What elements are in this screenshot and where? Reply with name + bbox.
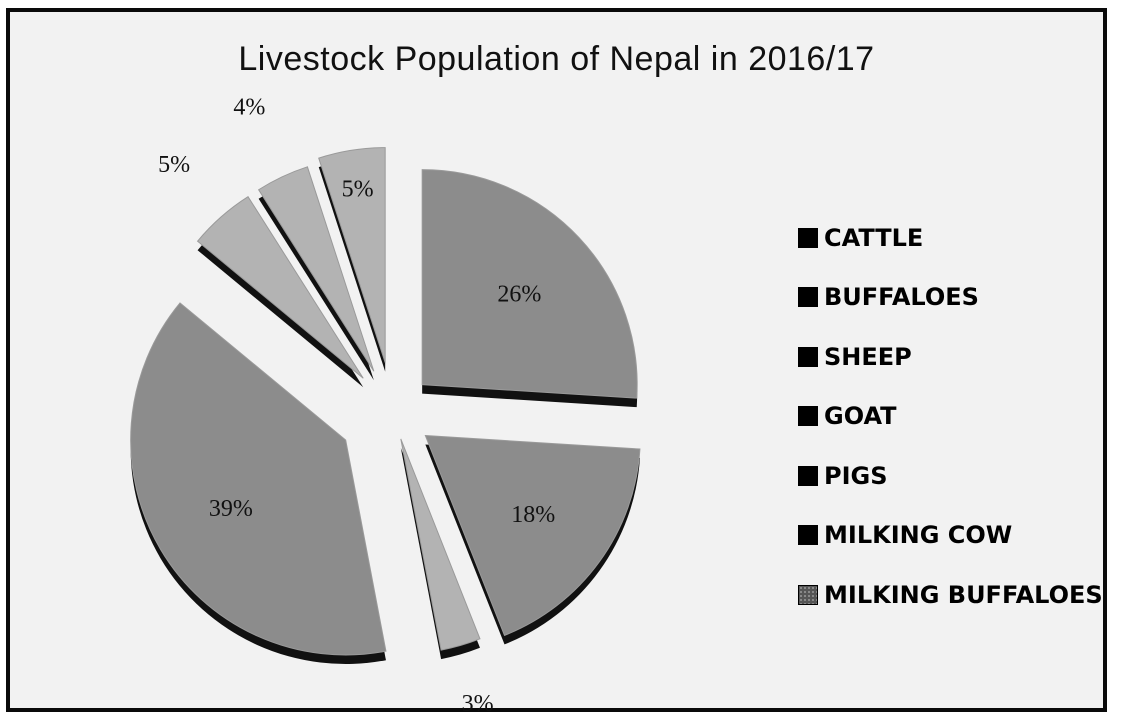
data-label: 26%	[497, 281, 541, 307]
legend-label: BUFFALOES	[824, 283, 979, 312]
legend-item-sheep: SHEEP	[798, 327, 1103, 387]
legend-label: PIGS	[824, 461, 888, 490]
legend-swatch	[798, 227, 818, 248]
data-label: 18%	[511, 502, 555, 528]
data-label: 5%	[342, 176, 374, 202]
legend-item-milking-cow: MILKING COW	[798, 506, 1103, 566]
legend-label: MILKING BUFFALOES	[824, 580, 1103, 609]
legend-swatch	[798, 584, 818, 605]
pie-slice-milking-cow	[257, 166, 375, 372]
legend-item-pigs: PIGS	[798, 446, 1103, 506]
legend-swatch	[798, 525, 818, 546]
data-label: 39%	[209, 496, 253, 522]
pie-slice-milking-buffaloes	[318, 147, 386, 363]
data-label: 4%	[233, 95, 265, 121]
legend-swatch	[798, 346, 818, 367]
legend-label: CATTLE	[824, 223, 924, 252]
legend-label: GOAT	[824, 402, 897, 431]
legend-item-milking-buffaloes: MILKING BUFFALOES	[798, 565, 1103, 625]
legend: CATTLE BUFFALOES SHEEP GOAT PIGS MILKING…	[798, 208, 1103, 625]
data-label: 3%	[462, 691, 494, 717]
pie-slice-buffaloes	[424, 434, 641, 637]
pie-slice-goat	[130, 302, 387, 656]
legend-item-cattle: CATTLE	[798, 208, 1103, 268]
legend-swatch	[798, 465, 818, 486]
legend-label: SHEEP	[824, 342, 912, 371]
data-label: 5%	[158, 152, 190, 178]
pie-slice-pigs	[196, 196, 364, 379]
legend-item-goat: GOAT	[798, 387, 1103, 447]
pie-slice-cattle	[421, 169, 638, 399]
legend-swatch	[798, 406, 818, 427]
legend-item-buffaloes: BUFFALOES	[798, 268, 1103, 328]
legend-swatch	[798, 287, 818, 308]
chart-title: Livestock Population of Nepal in 2016/17	[238, 40, 875, 78]
legend-label: MILKING COW	[824, 521, 1013, 550]
pie-slice-sheep	[400, 438, 481, 651]
